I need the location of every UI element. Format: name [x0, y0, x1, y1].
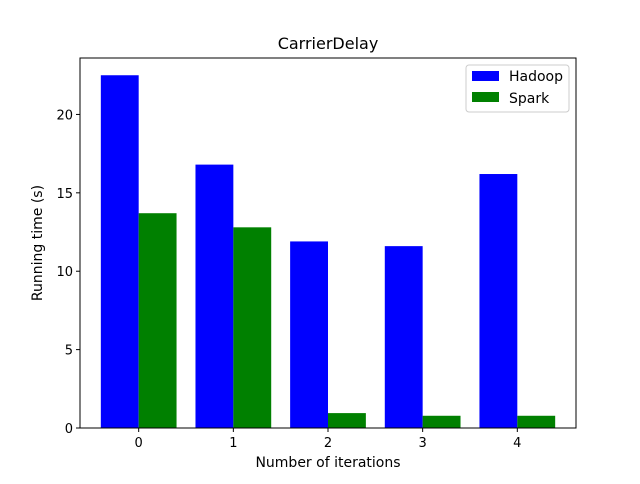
bar-hadoop-3 — [384, 246, 423, 428]
bars-layer — [100, 75, 556, 429]
legend-label-hadoop: Hadoop — [509, 69, 563, 85]
legend-swatch-spark — [472, 92, 499, 102]
y-tick-label: 15 — [56, 187, 73, 202]
bar-spark-3 — [422, 415, 461, 428]
legend-label-spark: Spark — [509, 91, 550, 107]
bar-hadoop-0 — [100, 75, 139, 429]
x-tick-label: 3 — [419, 436, 427, 451]
bar-spark-0 — [138, 213, 177, 428]
y-tick-label: 10 — [56, 265, 73, 280]
chart-title: CarrierDelay — [278, 34, 379, 53]
bar-spark-2 — [328, 413, 366, 428]
y-tick-label: 20 — [56, 108, 73, 123]
bar-hadoop-4 — [479, 174, 518, 428]
bar-spark-1 — [233, 227, 272, 428]
x-tick-label: 0 — [135, 436, 143, 451]
plot-frame — [79, 57, 577, 429]
x-axis-label: Number of iterations — [255, 455, 400, 471]
legend-swatch-hadoop — [472, 71, 499, 81]
bar-hadoop-2 — [290, 241, 328, 428]
legend: Hadoop Spark — [465, 64, 570, 113]
y-axis-label: Running time (s) — [30, 185, 46, 301]
x-tick-label: 2 — [324, 436, 332, 451]
x-tick-label: 4 — [513, 436, 521, 451]
ticks-layer: 0 1 2 3 4 0 5 10 15 20 — [56, 108, 521, 451]
bar-spark-4 — [517, 415, 556, 428]
bar-hadoop-1 — [195, 164, 234, 428]
y-tick-label: 0 — [65, 422, 73, 437]
x-tick-label: 1 — [229, 436, 237, 451]
y-tick-label: 5 — [65, 344, 73, 359]
